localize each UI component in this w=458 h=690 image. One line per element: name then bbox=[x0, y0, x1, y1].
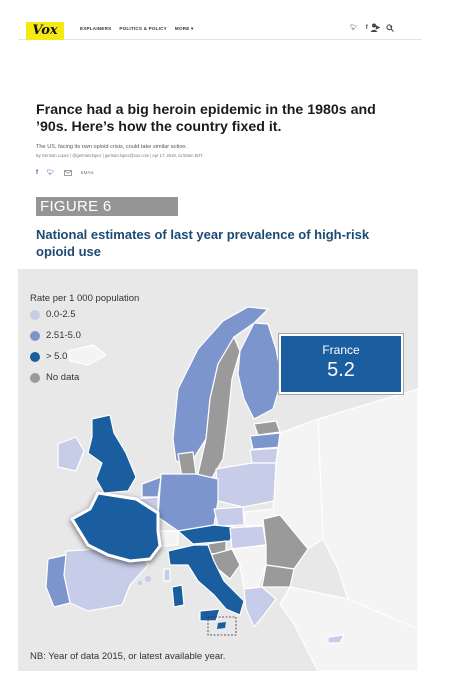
share-bar: f 🐦︎ EMAIL bbox=[36, 169, 95, 177]
map-country-bulgaria bbox=[261, 564, 295, 588]
twitter-share-icon[interactable]: 🐦︎ bbox=[47, 170, 55, 176]
europe-map bbox=[45, 306, 418, 671]
legend-item-low: 0.0-2.5 bbox=[30, 309, 76, 320]
map-country-czechia bbox=[213, 506, 245, 527]
map-region-turkey bbox=[279, 586, 418, 671]
email-share-label[interactable]: EMAIL bbox=[80, 170, 95, 175]
twitter-icon[interactable]: 🐦︎ bbox=[350, 25, 358, 31]
map-country-malta bbox=[217, 622, 226, 629]
nav-more[interactable]: MORE ▾ bbox=[174, 26, 194, 31]
map-country-france bbox=[70, 491, 162, 563]
article-headline: France had a big heroin epidemic in the … bbox=[36, 102, 376, 135]
map-country-portugal bbox=[45, 554, 71, 608]
facebook-icon[interactable]: f bbox=[365, 25, 368, 31]
map-country-united-kingdom bbox=[87, 414, 137, 494]
map-country-denmark bbox=[177, 451, 197, 478]
nav-explainers[interactable]: EXPLAINERS bbox=[80, 26, 112, 31]
legend-label: 0.0-2.5 bbox=[46, 309, 76, 320]
figure-label: FIGURE 6 bbox=[36, 197, 178, 216]
map-country-netherlands bbox=[141, 476, 162, 498]
map-country-sardinia bbox=[171, 584, 185, 608]
email-icon[interactable] bbox=[63, 169, 72, 176]
legend-label: 2.51-5.0 bbox=[46, 330, 81, 341]
map-country-finland bbox=[237, 322, 283, 420]
map-island bbox=[145, 576, 151, 582]
map-country-cyprus bbox=[327, 634, 345, 644]
figure-note: NB: Year of data 2015, or latest availab… bbox=[30, 651, 226, 662]
map-island bbox=[138, 581, 142, 585]
vox-logo[interactable]: Vox bbox=[26, 22, 64, 40]
malta-inset-box bbox=[207, 616, 237, 636]
user-icon[interactable] bbox=[370, 23, 378, 32]
map-country-italy bbox=[167, 544, 245, 616]
map-country-greece bbox=[243, 586, 277, 628]
france-callout: France 5.2 bbox=[279, 334, 403, 394]
legend-title: Rate per 1 000 population bbox=[30, 293, 140, 304]
legend-item-nodata: No data bbox=[30, 372, 79, 383]
site-header: Vox EXPLAINERS POLITICS & POLICY MORE ▾ … bbox=[18, 18, 422, 40]
map-country-corsica bbox=[163, 568, 171, 582]
map-country-iceland bbox=[67, 344, 107, 366]
map-country-lithuania bbox=[249, 447, 281, 464]
legend-swatch bbox=[30, 372, 40, 383]
legend-swatch bbox=[30, 309, 40, 320]
youtube-icon[interactable]: ▶ bbox=[375, 25, 381, 31]
map-country-ireland bbox=[57, 436, 85, 472]
rss-icon[interactable]: ◔ bbox=[388, 25, 392, 31]
nav-politics-policy[interactable]: POLITICS & POLICY bbox=[119, 26, 167, 31]
article-byline: By German Lopez | @germanrlopez | german… bbox=[36, 153, 203, 158]
social-links: 🐦︎ f ▶ ◔ bbox=[350, 24, 392, 32]
legend-label: > 5.0 bbox=[46, 351, 68, 362]
callout-country: France bbox=[322, 343, 360, 357]
map-country-germany bbox=[157, 473, 219, 532]
map-country-sicily bbox=[199, 608, 221, 622]
facebook-share-icon[interactable]: f bbox=[36, 169, 38, 176]
article-dek: The US, facing its own opioid crisis, co… bbox=[36, 144, 188, 150]
main-nav: EXPLAINERS POLITICS & POLICY MORE ▾ bbox=[80, 26, 194, 32]
map-region-east bbox=[317, 388, 418, 630]
legend-item-mid: 2.51-5.0 bbox=[30, 330, 81, 341]
legend-swatch bbox=[30, 351, 40, 362]
legend-label: No data bbox=[46, 372, 80, 383]
search-icon[interactable] bbox=[386, 24, 394, 32]
map-country-estonia bbox=[253, 420, 281, 436]
figure-title: National estimates of last year prevalen… bbox=[36, 227, 370, 259]
legend-item-high: > 5.0 bbox=[30, 351, 67, 362]
map-country-poland bbox=[215, 462, 277, 508]
callout-value: 5.2 bbox=[327, 359, 355, 381]
legend-swatch bbox=[30, 330, 40, 341]
